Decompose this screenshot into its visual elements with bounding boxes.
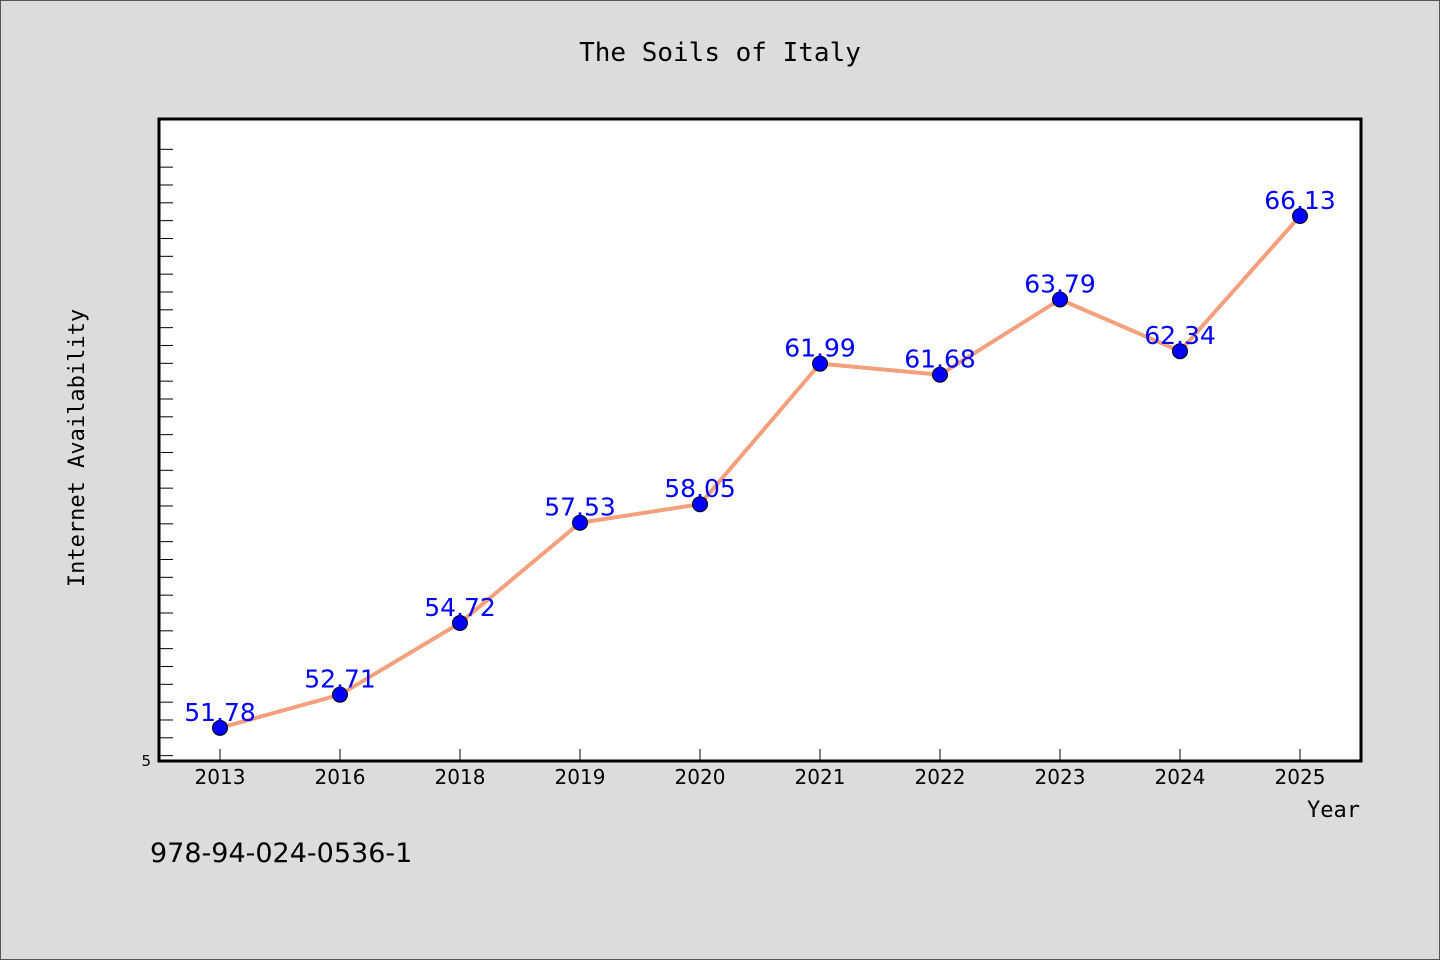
data-labels: 51.78 52.71 54.72 57.53 58.05 61.99 61.68 63.79… — [184, 186, 1336, 727]
data-label: 58.05 — [664, 474, 736, 503]
data-label: 61.68 — [904, 345, 976, 374]
x-tick-label: 2023 — [1035, 765, 1086, 789]
series-line — [219, 214, 1302, 730]
x-tick-label: 2020 — [675, 765, 726, 789]
x-tick-label: 2025 — [1275, 765, 1326, 789]
x-tick-label: 2024 — [1155, 765, 1206, 789]
x-tick-label: 2021 — [795, 765, 846, 789]
data-label: 66.13 — [1264, 186, 1336, 215]
x-tick-label: 2016 — [315, 765, 366, 789]
data-label: 52.71 — [304, 665, 376, 694]
data-label: 54.72 — [424, 593, 496, 622]
data-point — [572, 514, 588, 531]
data-point — [452, 614, 468, 631]
y-axis-label: Internet Availability — [65, 309, 90, 587]
data-point — [1292, 208, 1308, 225]
data-point — [1172, 343, 1188, 360]
data-label: 63.79 — [1024, 269, 1096, 298]
plot-area — [157, 117, 1363, 763]
x-tick-label: 2019 — [555, 765, 606, 789]
series-markers — [212, 208, 1308, 736]
data-label: 62.34 — [1144, 321, 1216, 350]
data-point — [692, 496, 708, 513]
data-point — [332, 686, 348, 703]
data-point — [212, 719, 228, 736]
x-tick-label: 2018 — [435, 765, 486, 789]
chart-title: The Soils of Italy — [579, 38, 861, 68]
x-tick-label: 2022 — [915, 765, 966, 789]
y-axis-ticks: 5 — [141, 148, 173, 770]
data-point — [932, 366, 948, 383]
data-label: 61.99 — [784, 334, 856, 363]
isbn-text: 978-94-024-0536-1 — [150, 838, 412, 869]
data-label: 57.53 — [544, 493, 616, 522]
x-axis-ticks: 2013 2016 2018 2019 2020 2021 2022 2023 2024 2025 — [195, 749, 1326, 789]
data-label: 51.78 — [184, 698, 256, 727]
data-point — [1052, 291, 1068, 308]
data-point — [812, 355, 828, 372]
x-axis-label: Year — [1307, 798, 1360, 823]
y-tick-label: 5 — [141, 752, 151, 770]
x-tick-label: 2013 — [195, 765, 246, 789]
